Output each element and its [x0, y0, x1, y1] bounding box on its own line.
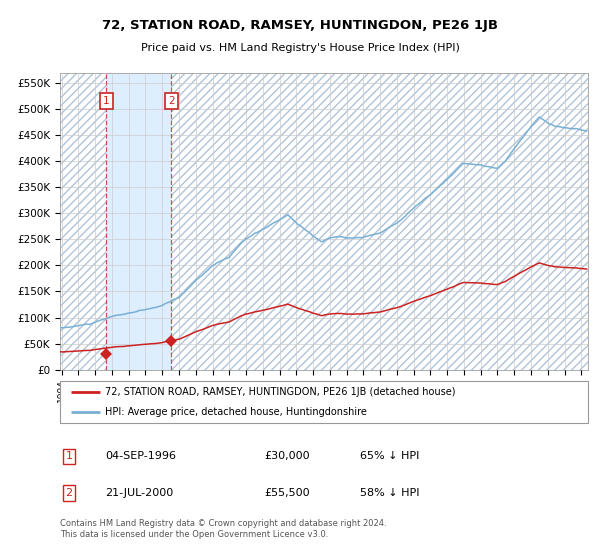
- Text: 58% ↓ HPI: 58% ↓ HPI: [360, 488, 419, 498]
- Text: 21-JUL-2000: 21-JUL-2000: [105, 488, 173, 498]
- Text: 1: 1: [65, 451, 73, 461]
- Bar: [60, 73, 106, 370]
- Text: £30,000: £30,000: [264, 451, 310, 461]
- Bar: [171, 73, 588, 370]
- Text: Price paid vs. HM Land Registry's House Price Index (HPI): Price paid vs. HM Land Registry's House …: [140, 43, 460, 53]
- Text: £55,500: £55,500: [264, 488, 310, 498]
- Text: 1: 1: [103, 96, 110, 106]
- Text: 2: 2: [168, 96, 175, 106]
- Bar: [106, 73, 171, 370]
- Text: HPI: Average price, detached house, Huntingdonshire: HPI: Average price, detached house, Hunt…: [105, 407, 367, 417]
- Text: 72, STATION ROAD, RAMSEY, HUNTINGDON, PE26 1JB: 72, STATION ROAD, RAMSEY, HUNTINGDON, PE…: [102, 18, 498, 32]
- Text: Contains HM Land Registry data © Crown copyright and database right 2024.
This d: Contains HM Land Registry data © Crown c…: [60, 520, 386, 539]
- FancyBboxPatch shape: [60, 381, 588, 423]
- Text: 65% ↓ HPI: 65% ↓ HPI: [360, 451, 419, 461]
- Text: 04-SEP-1996: 04-SEP-1996: [105, 451, 176, 461]
- Text: 72, STATION ROAD, RAMSEY, HUNTINGDON, PE26 1JB (detached house): 72, STATION ROAD, RAMSEY, HUNTINGDON, PE…: [105, 387, 455, 397]
- Text: 2: 2: [65, 488, 73, 498]
